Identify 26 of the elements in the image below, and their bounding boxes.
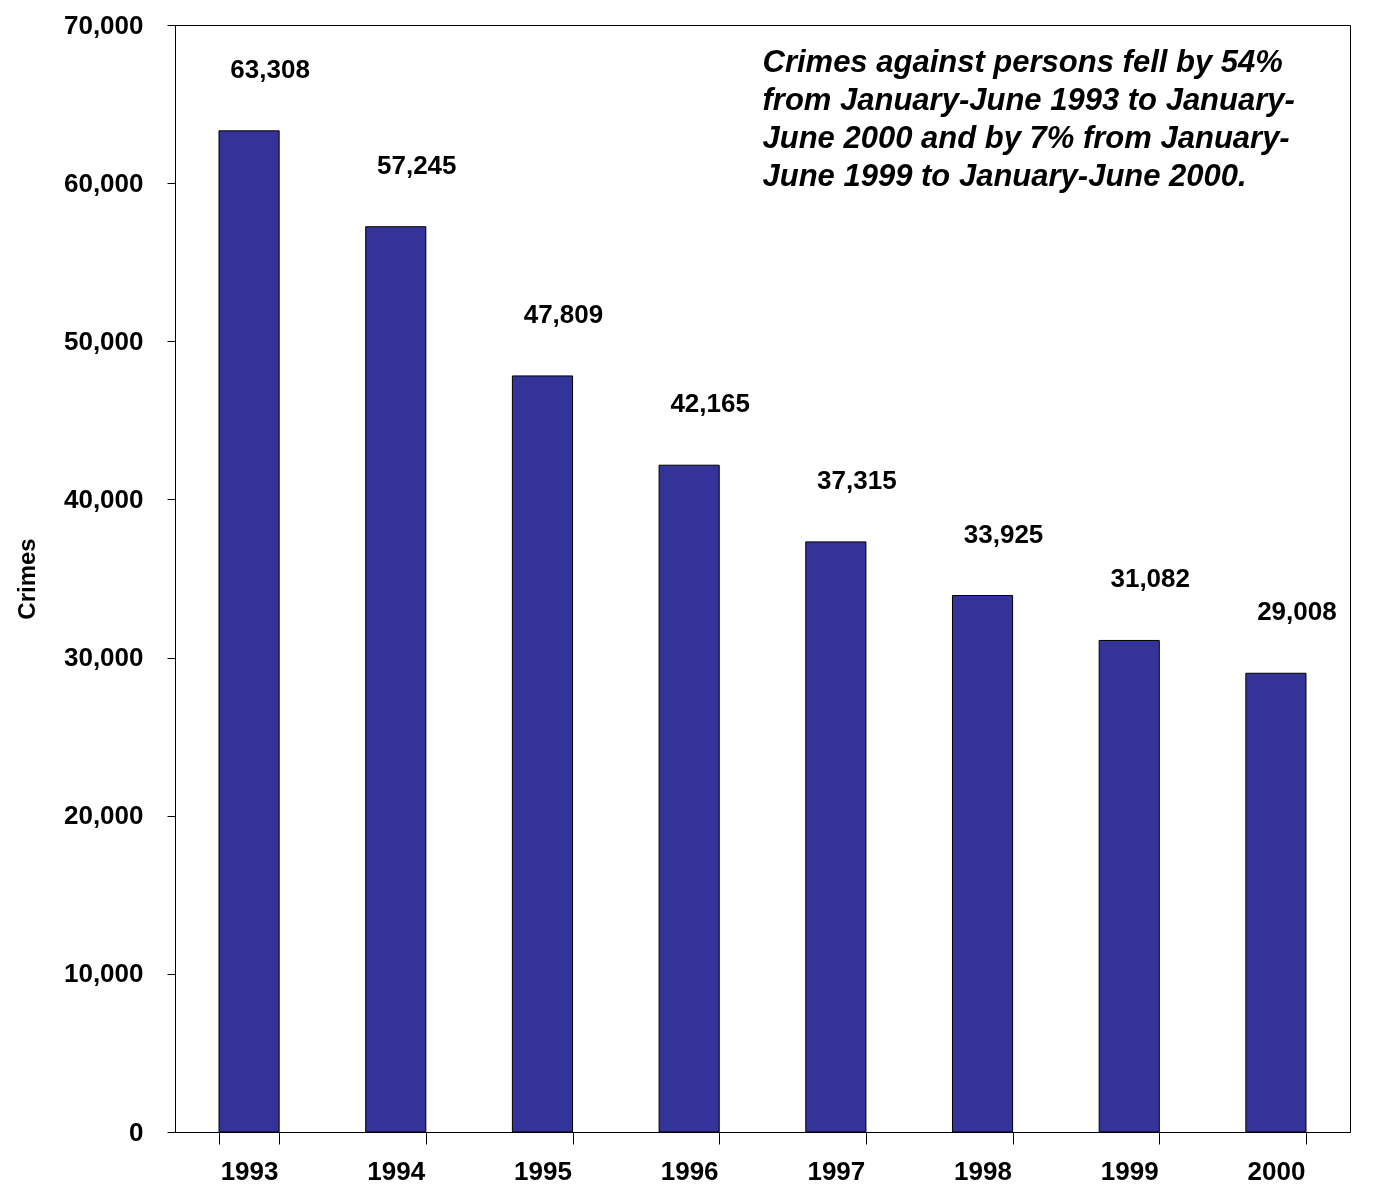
data-label: 63,308 xyxy=(230,53,310,84)
data-label: 57,245 xyxy=(377,149,457,180)
data-label: 31,082 xyxy=(1110,563,1190,594)
data-label: 37,315 xyxy=(817,464,897,495)
y-tick-label: 30,000 xyxy=(63,642,144,673)
y-tick-label: 0 xyxy=(129,1116,144,1147)
y-tick-label: 20,000 xyxy=(63,800,144,831)
data-label: 47,809 xyxy=(523,298,604,329)
annotation: Crimes against persons fell by 54% from January-June 1993 to January-June 2000 and by 7% from January-June 1999 to January-June 2000. xyxy=(762,44,1295,193)
y-tick-label: 50,000 xyxy=(63,325,144,356)
y-tick-label: 10,000 xyxy=(63,958,144,989)
data-label: 42,165 xyxy=(670,388,750,419)
x-tick-label: 1995 xyxy=(514,1155,572,1186)
y-tick-label: 40,000 xyxy=(63,483,144,514)
data-label: 29,008 xyxy=(1257,596,1337,627)
x-tick-label: 1997 xyxy=(807,1155,866,1186)
x-tick-label: 1996 xyxy=(660,1155,719,1186)
x-tick-label: 1994 xyxy=(367,1155,426,1186)
y-tick-label: 60,000 xyxy=(63,167,144,198)
y-tick-label: 70,000 xyxy=(63,9,144,40)
x-tick-label: 1998 xyxy=(954,1155,1012,1186)
x-tick-label: 1999 xyxy=(1100,1155,1159,1186)
data-label: 33,925 xyxy=(963,518,1044,549)
x-tick-label: 1993 xyxy=(220,1155,279,1186)
y-axis-title: Crimes xyxy=(12,538,40,620)
x-tick-label: 2000 xyxy=(1247,1155,1306,1186)
